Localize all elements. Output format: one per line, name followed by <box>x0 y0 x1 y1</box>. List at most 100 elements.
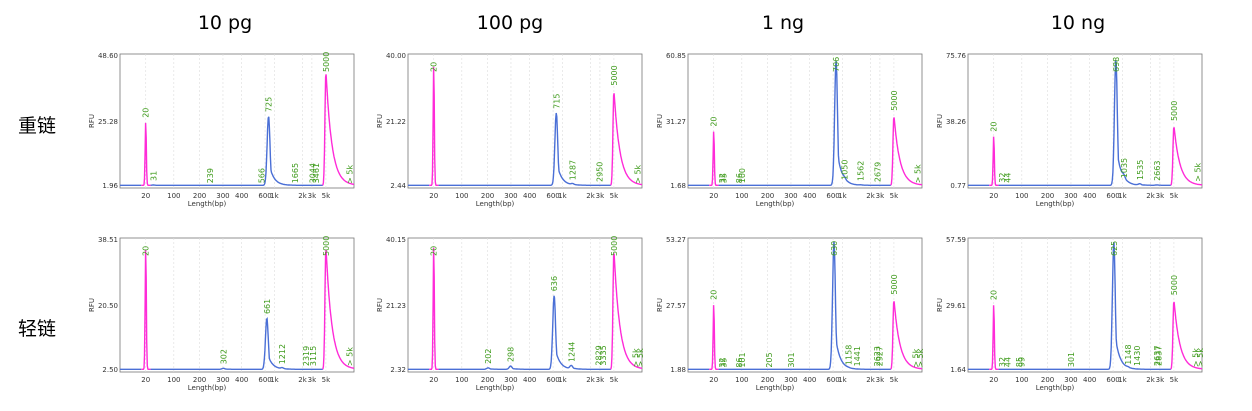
peak-label: 566 <box>258 168 267 183</box>
x-tick-label: 100 <box>735 192 748 200</box>
y-tick-label: 31.27 <box>666 118 686 126</box>
peak-label: 100 <box>738 168 747 183</box>
plot-frame <box>119 53 355 189</box>
peak-label: 661 <box>263 299 272 314</box>
peak-label: 1244 <box>567 342 576 362</box>
peak-label: 20 <box>710 116 719 126</box>
x-tick-label: 400 <box>235 376 248 384</box>
peak-label: > 5k <box>911 348 920 367</box>
peak-label: 20 <box>142 246 151 256</box>
marker-trace <box>141 122 151 186</box>
peak-label: 1665 <box>291 163 300 183</box>
peak-label: 725 <box>265 97 274 112</box>
y-tick-label: 53.27 <box>666 236 686 244</box>
peak-label: 32 <box>718 357 727 367</box>
y-axis-label: RFU <box>376 298 384 312</box>
x-tick-label: 3k <box>308 192 317 200</box>
peak-label: > 5k <box>916 348 925 367</box>
peak-label: 1212 <box>278 344 287 364</box>
x-tick-label: 200 <box>761 192 774 200</box>
peak-label: > 5k <box>1194 162 1203 181</box>
x-tick-label: 20 <box>989 376 998 384</box>
y-tick-label: 1.64 <box>950 366 966 374</box>
peak-label: 2637 <box>1153 346 1162 366</box>
peak-label: 2319 <box>302 346 311 366</box>
peak-label: > 5k <box>914 164 923 183</box>
x-tick-label: 20 <box>709 376 718 384</box>
peak-label: 205 <box>765 352 774 367</box>
peak-label: 1441 <box>853 346 862 366</box>
x-tick-label: 100 <box>167 192 180 200</box>
x-tick-label: 200 <box>761 376 774 384</box>
plot-frame <box>407 53 643 189</box>
peak-label: 20 <box>990 122 999 132</box>
peak-label: > 5k <box>1196 348 1205 367</box>
marker-trace <box>1170 301 1202 370</box>
peak-label: 20 <box>430 62 439 72</box>
x-axis-label: Length(bp) <box>756 384 795 392</box>
x-tick-label: 1k <box>270 376 279 384</box>
peak-label: 5000 <box>610 236 619 256</box>
peak-label: 239 <box>206 168 215 183</box>
x-tick-label: 2k <box>298 376 307 384</box>
x-tick-label: 400 <box>235 192 248 200</box>
x-tick-label: 1k <box>838 192 847 200</box>
x-tick-label: 200 <box>481 376 494 384</box>
sample-trace <box>718 61 891 186</box>
peak-label: 301 <box>787 352 796 367</box>
peak-label: 698 <box>1112 57 1121 72</box>
sample-trace <box>438 112 611 186</box>
peak-label: 35 <box>720 357 729 367</box>
x-tick-label: 600 <box>1106 192 1119 200</box>
peak-label: 1430 <box>1133 346 1142 366</box>
x-tick-label: 300 <box>1064 376 1077 384</box>
marker-trace <box>890 117 922 186</box>
x-tick-label: 3k <box>308 376 317 384</box>
x-tick-label: 400 <box>803 376 816 384</box>
y-tick-label: 27.57 <box>666 302 686 310</box>
column-title-1ng: 1 ng <box>761 12 805 34</box>
peak-label: 20 <box>710 290 719 300</box>
column-title-10pg: 10 pg <box>197 12 253 34</box>
x-tick-label: 20 <box>429 376 438 384</box>
plot-frame <box>687 237 923 373</box>
marker-trace <box>610 253 643 370</box>
marker-trace <box>141 249 151 370</box>
peak-label: 5000 <box>610 65 619 85</box>
y-tick-label: 1.96 <box>102 182 118 190</box>
peak-label: 302 <box>219 349 228 364</box>
x-axis-label: Length(bp) <box>188 200 227 208</box>
x-tick-label: 2k <box>866 376 875 384</box>
x-tick-label: 600 <box>546 376 559 384</box>
peak-label: > 5k <box>1191 348 1200 367</box>
sample-trace <box>150 316 323 370</box>
x-tick-label: 200 <box>481 192 494 200</box>
peak-label: 202 <box>484 349 493 364</box>
peak-label: 301 <box>1067 352 1076 367</box>
plot-frame <box>967 53 1203 189</box>
peak-label: 5000 <box>322 236 331 256</box>
sample-trace <box>718 241 891 370</box>
peak-label: 1050 <box>840 160 849 180</box>
x-tick-label: 100 <box>167 376 180 384</box>
peak-label: 85 <box>1015 357 1024 367</box>
marker-trace <box>322 74 355 186</box>
x-tick-label: 300 <box>784 192 797 200</box>
x-tick-label: 200 <box>1041 192 1054 200</box>
x-tick-label: 2k <box>1146 376 1155 384</box>
plot-frame <box>687 53 923 189</box>
sample-trace <box>438 295 611 370</box>
x-axis-label: Length(bp) <box>476 384 515 392</box>
x-tick-label: 1k <box>1118 376 1127 384</box>
marker-trace <box>989 305 999 370</box>
plot-frame <box>119 237 355 373</box>
y-tick-label: 40.00 <box>386 52 406 60</box>
y-axis-label: RFU <box>656 298 664 312</box>
x-tick-label: 5k <box>890 376 899 384</box>
marker-trace <box>610 93 642 186</box>
peak-label: 2837 <box>1155 346 1164 366</box>
